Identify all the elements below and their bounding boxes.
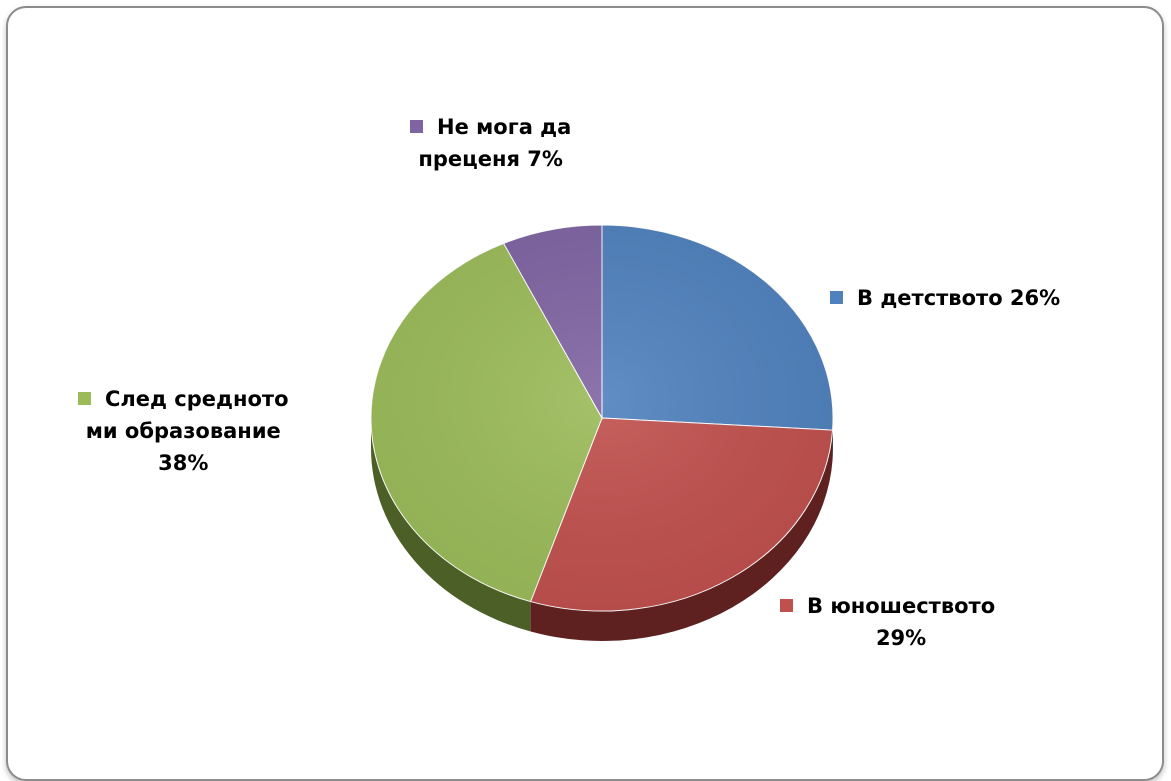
label-after-secondary: След средното ми образование 38% <box>78 383 289 479</box>
label-youth-text-line2: 29% <box>780 622 995 654</box>
legend-swatch-cannot-judge <box>410 120 423 133</box>
label-youth: В юношеството 29% <box>780 590 995 654</box>
legend-swatch-childhood <box>830 291 843 304</box>
label-childhood: В детството 26% <box>830 282 1060 314</box>
label-childhood-text: В детството 26% <box>857 286 1060 310</box>
label-youth-text-line1: В юношеството <box>807 594 995 618</box>
label-after-secondary-line1: След средното <box>105 387 289 411</box>
label-cannot-judge-line2: преценя 7% <box>410 143 571 175</box>
label-after-secondary-line3: 38% <box>78 447 289 479</box>
pie-slices <box>371 225 833 611</box>
pie-sheen <box>371 225 833 611</box>
label-after-secondary-line2: ми образование <box>78 415 289 447</box>
legend-swatch-youth <box>780 599 793 612</box>
label-cannot-judge: Не мога да преценя 7% <box>410 111 571 175</box>
legend-swatch-after-secondary <box>78 392 91 405</box>
label-cannot-judge-line1: Не мога да <box>437 115 571 139</box>
